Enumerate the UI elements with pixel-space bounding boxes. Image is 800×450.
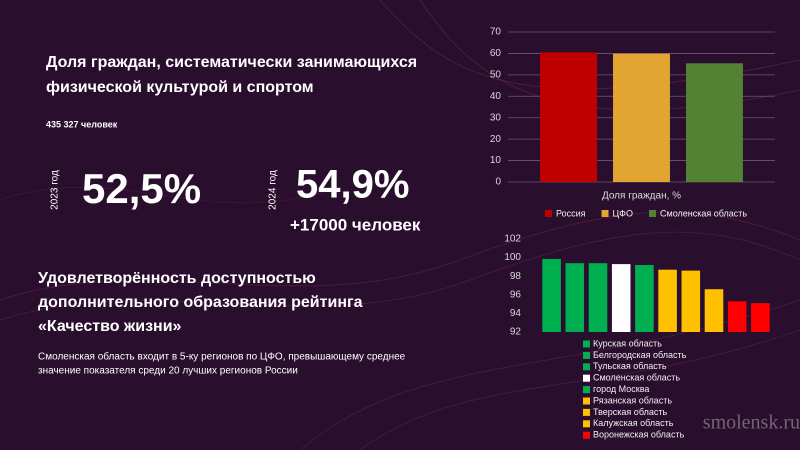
legend-swatch [583,351,590,359]
heading-line: «Качество жизни» [38,318,182,335]
bar [751,303,770,332]
legend-label: Курская область [593,338,662,348]
bar [727,301,747,332]
legend-swatch [583,420,590,428]
y-tick-label: 98 [510,271,522,282]
y-tick-label: 20 [490,134,502,145]
legend-label: Россия [556,208,586,218]
legend-label: Воронежская область [593,430,685,440]
value-2023: 52,5% [82,165,201,212]
legend-swatch [649,210,657,217]
paragraph-line: Смоленская область входит в 5-ку регионо… [38,351,406,363]
value-2024: 54,9% [296,163,409,207]
y-tick-label: 0 [495,177,501,188]
heading-line: Удовлетворённость доступностью [38,270,316,287]
heading-line: дополнительного образования рейтинга [38,294,363,311]
legend-label: Калужская область [593,418,674,428]
bar [613,53,670,183]
year-label: 2024 год [268,170,279,210]
legend-swatch [583,397,590,405]
legend-swatch [601,210,609,217]
y-tick-label: 10 [490,155,502,166]
bar [540,52,597,182]
y-tick-label: 100 [504,252,521,263]
y-tick-label: 70 [490,27,502,38]
legend-label: Смоленская область [593,373,680,383]
bar [635,265,654,332]
bar [588,263,608,332]
bar [681,270,701,332]
legend-swatch [583,431,590,439]
legend-swatch [583,386,590,394]
y-tick-label: 92 [510,327,522,338]
legend-swatch [583,363,590,371]
legend-swatch [583,374,590,382]
y-tick-label: 30 [490,112,502,123]
legend-label: Смоленская область [660,208,747,218]
y-tick-label: 96 [510,289,522,300]
legend-swatch [583,340,590,348]
bar [611,264,631,332]
bar [542,258,561,332]
increase: +17000 человек [290,215,421,234]
y-tick-label: 40 [490,91,502,102]
bar [686,63,743,182]
people-count: 435 327 человек [46,119,118,129]
paragraph-line: значение показателя среди 20 лучших реги… [38,366,298,377]
legend-swatch [583,408,590,416]
watermark: smolensk.ru [703,412,800,434]
bar [565,263,585,332]
legend-label: ЦФО [613,208,634,218]
title-line: физической культурой и спортом [46,79,314,96]
legend-label: город Москва [593,384,649,394]
legend-label: Белгородская область [593,350,687,360]
legend-swatch [545,210,552,217]
title-line: Доля граждан, систематически занимающихс… [46,54,417,71]
y-tick-label: 50 [490,69,502,80]
y-tick-label: 60 [490,48,502,59]
y-tick-label: 102 [504,234,521,245]
legend-label: Рязанская область [593,395,672,405]
legend-label: Тверская область [593,407,667,417]
year-label: 2023 год [50,170,61,210]
bar [658,269,677,332]
y-tick-label: 94 [510,308,522,319]
legend-label: Тульская область [593,361,667,371]
bar [704,289,724,332]
x-tick-label: Доля граждан, % [602,191,681,202]
